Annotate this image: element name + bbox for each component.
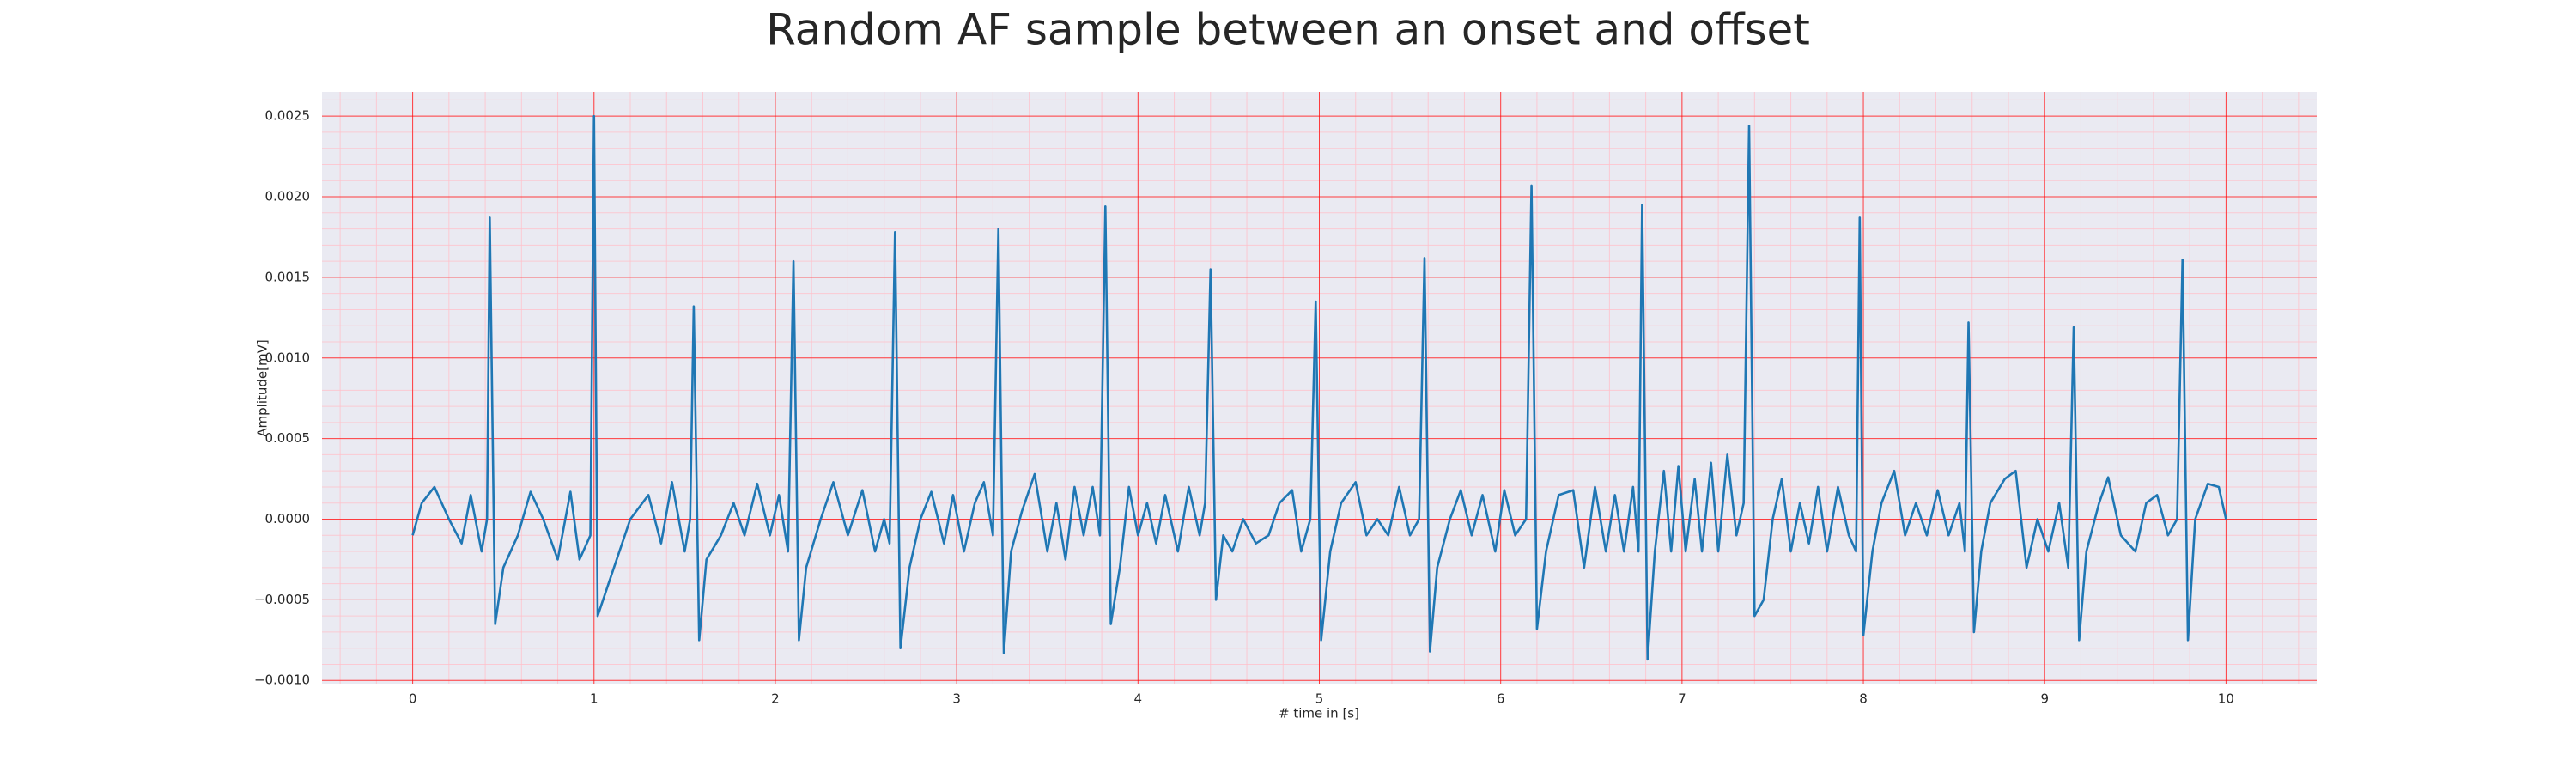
y-tick-label: 0.0015 — [265, 269, 311, 284]
signal-line — [411, 114, 2227, 661]
plot-lines — [411, 114, 2227, 661]
x-tick-label: 6 — [1497, 691, 1505, 707]
x-axis-label: # time in [s] — [1279, 706, 1359, 721]
y-tick-label: 0.0020 — [265, 189, 311, 204]
x-tick-label: 10 — [2218, 691, 2234, 707]
y-tick-label: −0.0005 — [254, 592, 310, 607]
y-tick-label: 0.0005 — [265, 430, 311, 446]
tick-labels: 0 1 2 3 4 5 6 7 8 9 10 −0.0010 −0.0005 0.0000 0.0005 0.… — [254, 108, 2234, 707]
x-tick-label: 8 — [1859, 691, 1868, 707]
x-tick-label: 9 — [2040, 691, 2049, 707]
y-tick-label: −0.0010 — [254, 673, 310, 688]
x-tick-label: 5 — [1315, 691, 1324, 707]
y-tick-label: 0.0010 — [265, 350, 311, 365]
x-tick-label: 0 — [409, 691, 417, 707]
y-axis-label: Amplitude[mV] — [255, 339, 270, 436]
chart-title: Random AF sample between an onset and of… — [766, 5, 1810, 55]
y-tick-label: 0.0025 — [265, 108, 311, 124]
x-tick-label: 4 — [1134, 691, 1143, 707]
x-tick-label: 7 — [1678, 691, 1686, 707]
y-tick-label: 0.0000 — [265, 511, 311, 526]
x-tick-label: 3 — [952, 691, 961, 707]
x-tick-label: 2 — [771, 691, 780, 707]
x-tick-label: 1 — [590, 691, 598, 707]
